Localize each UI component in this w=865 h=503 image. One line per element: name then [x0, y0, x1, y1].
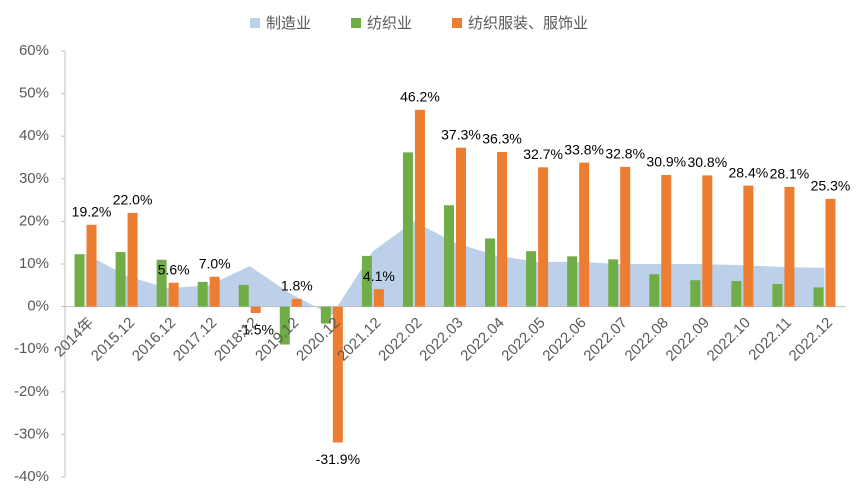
value-label: 5.6%: [158, 261, 190, 277]
bar: [456, 147, 466, 307]
value-label: 30.9%: [646, 154, 686, 170]
bar: [209, 276, 220, 307]
y-tick-label: 40%: [19, 127, 49, 144]
value-label: 7.0%: [199, 255, 231, 271]
y-tick-label: -20%: [14, 383, 49, 400]
y-tick-label: 50%: [19, 85, 49, 102]
bar: [608, 259, 619, 307]
bar: [444, 205, 454, 307]
bar: [361, 255, 372, 307]
bar: [579, 162, 590, 307]
bar: [279, 306, 290, 345]
value-label: 33.8%: [564, 141, 604, 157]
legend-label: 制造业: [266, 15, 311, 32]
x-tick-label: 2016.12: [129, 314, 179, 364]
y-tick-label: 0%: [27, 298, 49, 315]
x-tick-label: 2022.02: [375, 314, 425, 364]
y-tick-label: 10%: [19, 255, 49, 272]
bar: [690, 280, 701, 307]
bar: [567, 256, 578, 307]
bar: [784, 186, 795, 307]
x-tick-label: 2022.08: [622, 314, 672, 364]
value-label: 4.1%: [363, 268, 395, 284]
bar: [538, 167, 549, 307]
value-label: -1.5%: [237, 322, 274, 338]
y-tick-label: -40%: [14, 468, 49, 485]
bar: [320, 306, 331, 324]
bar: [168, 282, 179, 307]
bar: [291, 298, 302, 307]
bar: [661, 174, 672, 307]
bar: [115, 252, 126, 307]
y-tick-label: 60%: [19, 42, 49, 59]
y-tick-label: 30%: [19, 170, 49, 187]
value-label: 19.2%: [72, 204, 112, 220]
value-label: 37.3%: [441, 126, 481, 142]
x-tick-label: 2015.12: [88, 314, 138, 364]
value-label: 32.7%: [523, 146, 563, 162]
value-label: 30.8%: [687, 154, 727, 170]
bar: [649, 274, 660, 307]
x-tick-label: 2022.03: [416, 314, 466, 364]
bar: [373, 289, 384, 307]
bar: [86, 224, 97, 307]
y-tick-label: 20%: [19, 212, 49, 229]
value-label: 22.0%: [113, 192, 153, 208]
value-label: 46.2%: [400, 88, 440, 104]
value-label: 28.4%: [729, 164, 769, 180]
x-tick-label: 2017.12: [170, 314, 220, 364]
legend-swatch: [452, 18, 463, 28]
x-tick-label: 2022.05: [498, 314, 548, 364]
bar: [127, 212, 138, 307]
bar: [156, 259, 167, 307]
bar: [702, 175, 713, 307]
area: [85, 221, 825, 316]
x-tick-label: 2022.10: [704, 314, 754, 364]
bar: [743, 185, 754, 307]
value-label: -31.9%: [316, 451, 360, 467]
bar: [402, 152, 413, 307]
bar: [74, 254, 85, 307]
legend-swatch: [250, 18, 260, 28]
bar: [332, 306, 343, 443]
x-tick-label: 2018.12: [211, 314, 261, 364]
bar: [620, 166, 631, 307]
x-tick-label: 2022.11: [745, 314, 795, 364]
y-tick-label: -30%: [14, 425, 49, 442]
x-tick-label: 2022.07: [580, 314, 630, 364]
bar: [825, 198, 836, 307]
value-label: 28.1%: [770, 166, 810, 182]
x-tick-label: 2022.04: [457, 314, 507, 364]
bar: [485, 238, 496, 307]
bar: [497, 151, 508, 307]
legend-label: 纺织服装、服饰业: [468, 15, 588, 32]
bar: [414, 109, 425, 307]
legend-label: 纺织业: [367, 15, 412, 32]
bar: [526, 251, 537, 307]
x-tick-label: 2022.09: [663, 314, 713, 364]
legend-swatch: [351, 18, 362, 28]
bar: [731, 281, 742, 307]
value-label: 1.8%: [281, 278, 313, 294]
x-tick-label: 2022.12: [786, 314, 836, 364]
bar: [813, 287, 824, 307]
value-label: 32.8%: [605, 146, 645, 162]
bar: [772, 284, 783, 307]
y-tick-label: -10%: [14, 340, 49, 357]
bar: [250, 306, 261, 313]
x-tick-label: 2022.06: [539, 314, 589, 364]
value-label: 36.3%: [482, 131, 522, 147]
value-label: 25.3%: [811, 178, 851, 194]
bar: [238, 284, 249, 307]
bar: [197, 281, 208, 307]
